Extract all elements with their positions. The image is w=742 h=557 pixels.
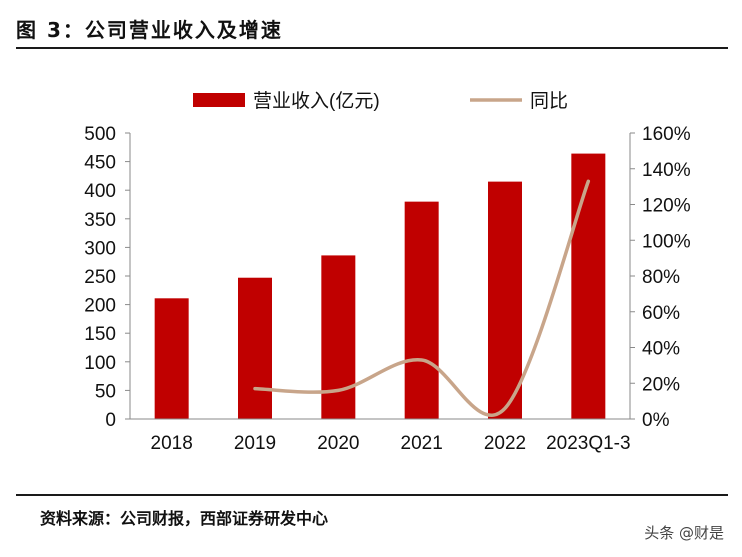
revenue-bar-2021 [404,201,439,419]
x-tick-label: 2020 [317,433,359,454]
watermark: 头条 @财是 [644,524,724,542]
legend-label-bar: 营业收入(亿元) [253,90,380,112]
revenue-growth-chart: 营业收入(亿元) 同比 0 50 100 150 200 250 300 350 400 450 50… [84,90,690,454]
left-tick-label: 450 [84,153,116,174]
source-note: 资料来源：公司财报，西部证券研发中心 [40,509,329,528]
left-tick-label: 150 [84,324,116,345]
source-rule [16,494,728,496]
chart-axes: 0 50 100 150 200 250 300 350 400 450 500 0% 20% 40% 60… [84,124,690,454]
right-tick-label: 80% [642,267,680,288]
right-tick-label: 140% [642,160,691,181]
right-tick-label: 40% [642,339,680,360]
x-tick-label: 2021 [401,433,443,454]
growth-line [253,179,591,417]
revenue-bar-2020 [321,255,356,419]
left-tick-label: 500 [84,124,116,145]
left-tick-label: 200 [84,296,116,317]
figure-title: 图 3：公司营业收入及增速 [16,18,283,42]
title-rule [16,47,728,49]
left-tick-label: 250 [84,267,116,288]
right-tick-label: 0% [642,410,670,431]
left-tick-label: 400 [84,181,116,202]
revenue-bar-2022 [488,181,522,419]
revenue-bar-2018 [154,298,189,419]
x-tick-label: 2018 [151,433,193,454]
x-tick-label: 2019 [234,433,276,454]
growth-line-group [253,179,591,417]
x-tick-label: 2022 [484,433,526,454]
revenue-bars [154,153,606,420]
left-tick-label: 50 [95,381,116,402]
legend-label-line: 同比 [530,90,568,112]
revenue-bar-2019 [238,277,272,419]
right-tick-label: 120% [642,196,691,217]
right-tick-label: 60% [642,303,680,324]
right-tick-label: 100% [642,231,691,252]
chart-legend: 营业收入(亿元) 同比 [193,90,568,112]
revenue-bar-2023Q1-3 [571,153,606,420]
x-tick-label: 2023Q1-3 [546,433,631,454]
legend-swatch-bar [193,93,245,107]
right-tick-label: 160% [642,124,691,145]
left-tick-label: 350 [84,210,116,231]
left-tick-label: 0 [105,410,116,431]
left-tick-label: 100 [84,353,116,374]
right-tick-label: 20% [642,374,680,395]
left-tick-label: 300 [84,238,116,259]
